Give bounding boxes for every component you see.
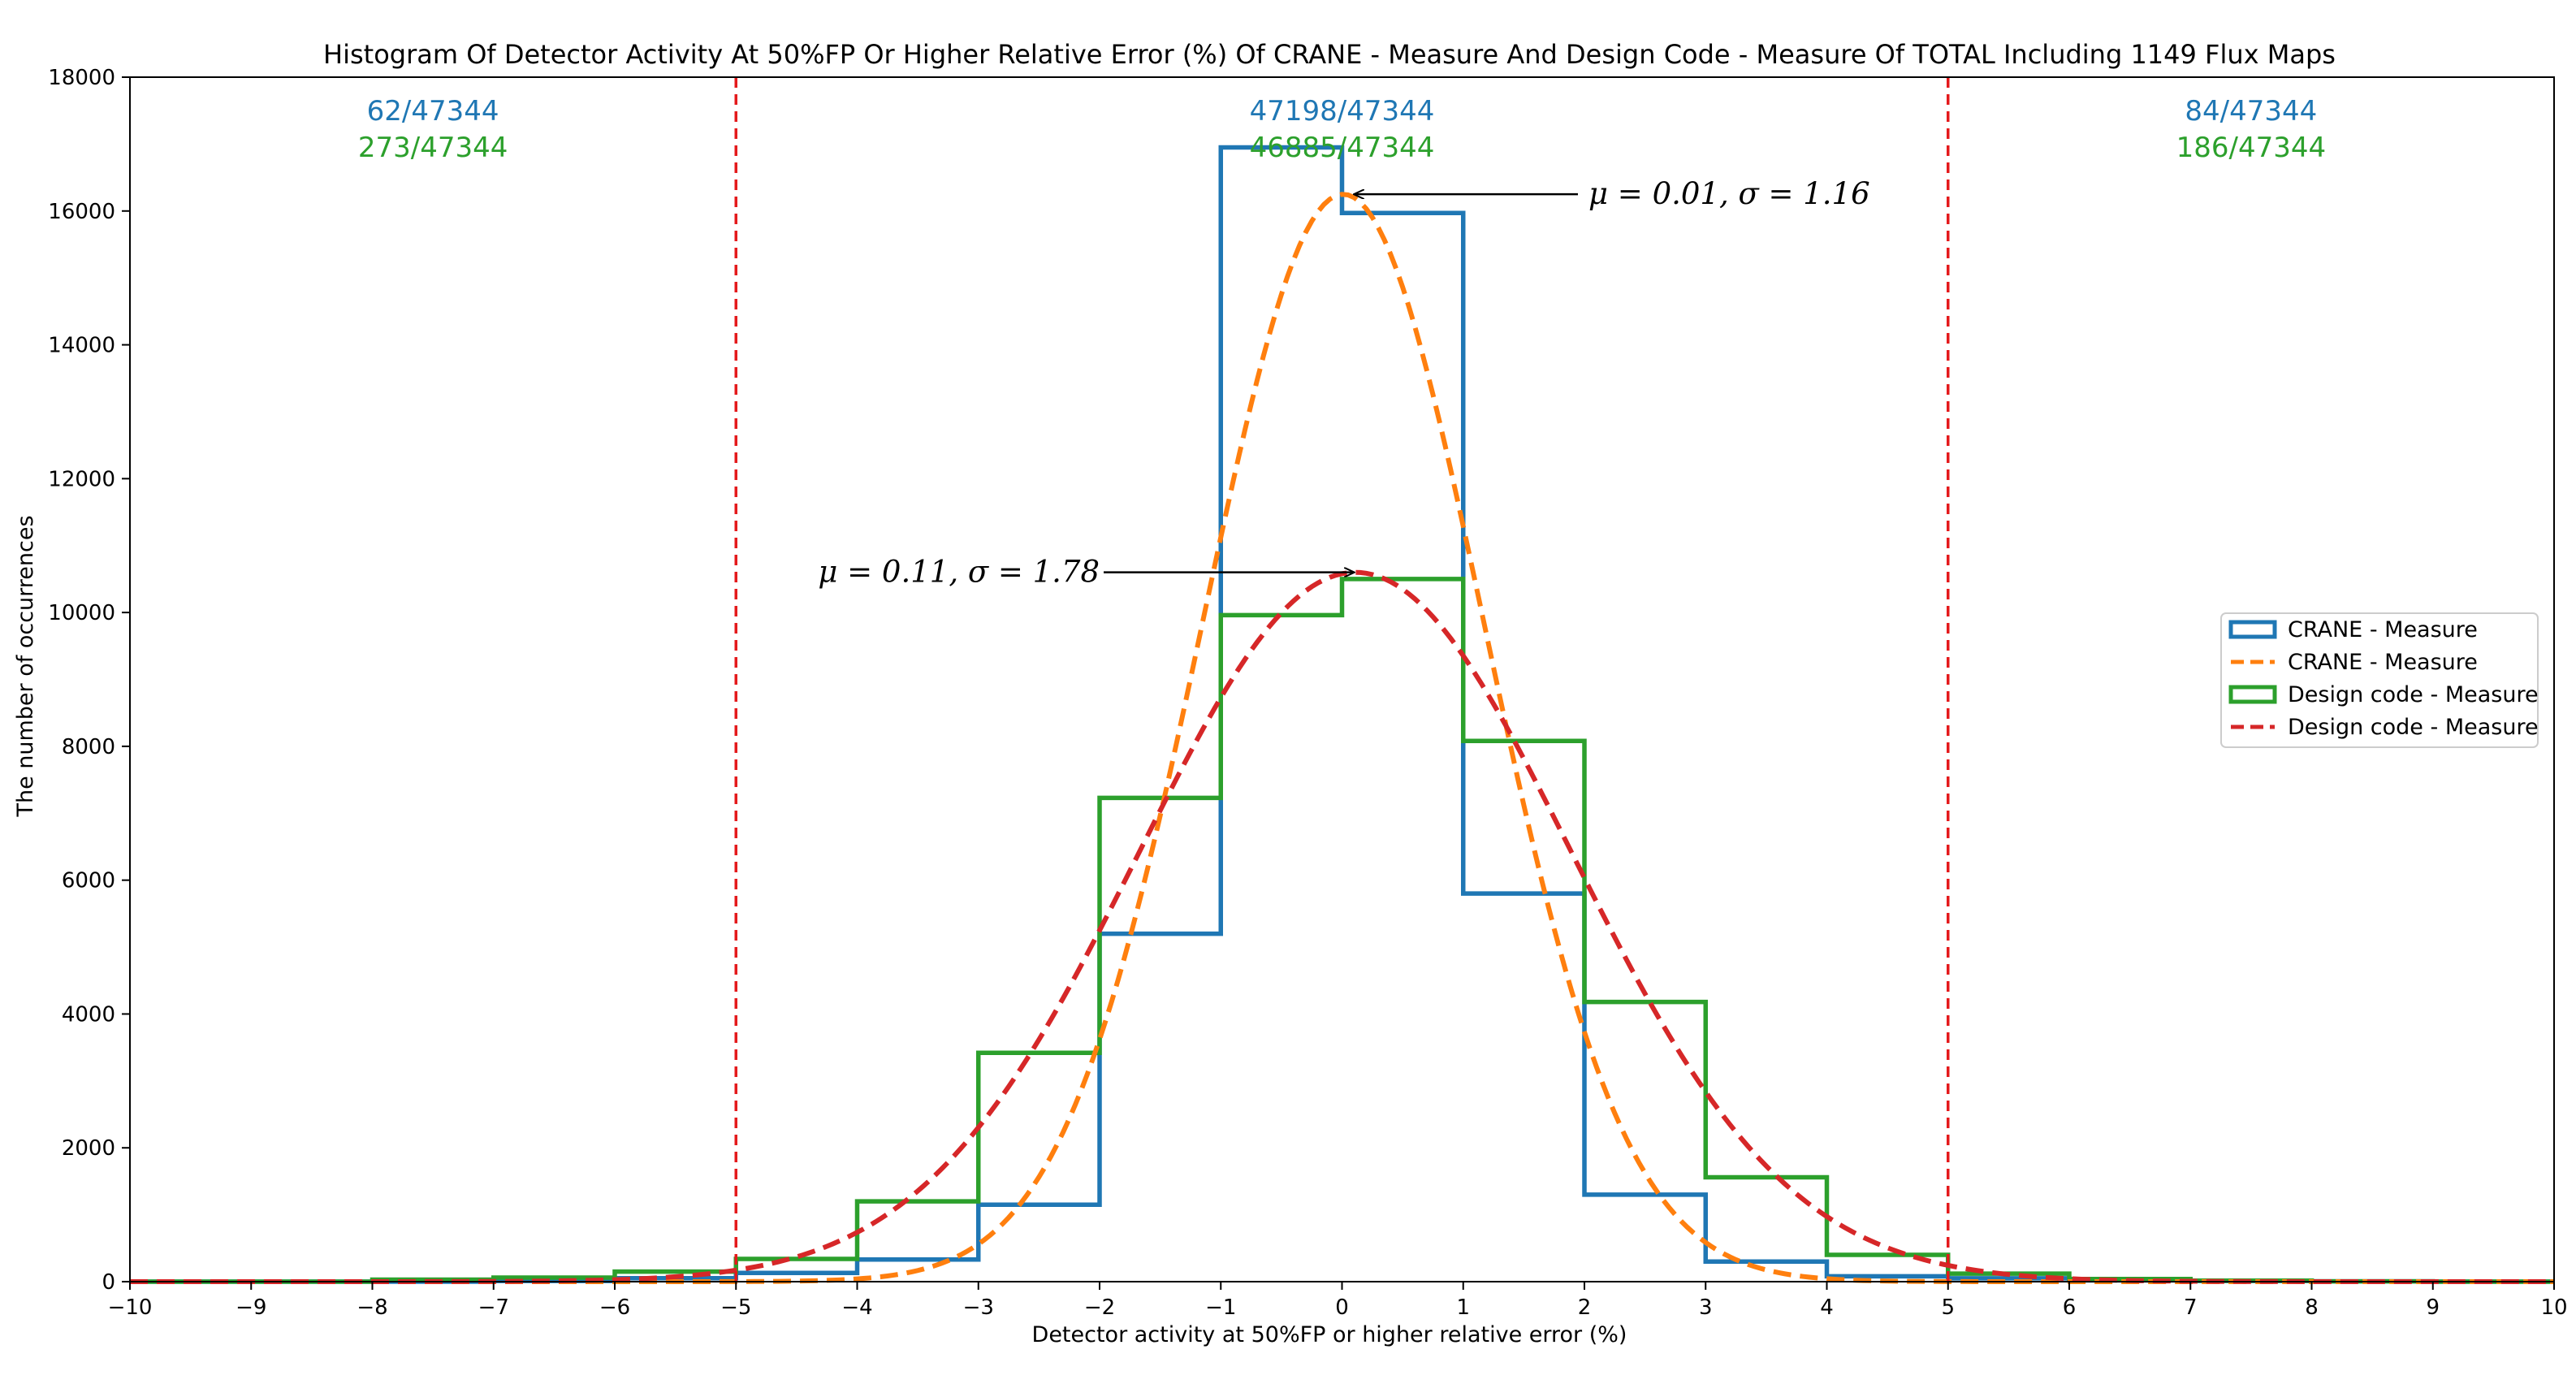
x-tick-label: −6 — [599, 1295, 630, 1320]
chart-title: Histogram Of Detector Activity At 50%FP … — [323, 39, 2336, 70]
x-tick-label: −7 — [478, 1295, 509, 1320]
x-tick-label: 9 — [2426, 1295, 2440, 1320]
histogram-bar — [1463, 741, 1584, 1282]
y-tick-label: 4000 — [62, 1002, 115, 1027]
x-tick-label: 4 — [1820, 1295, 1834, 1320]
x-axis-label: Detector activity at 50%FP or higher rel… — [1032, 1322, 1627, 1347]
histogram-bar — [1584, 1002, 1705, 1282]
y-axis-ticks: 0 2000 4000 6000 8000 10000 12000 14000 16000 180… — [48, 66, 130, 1295]
y-axis-label: The number of occurrences — [13, 515, 38, 817]
x-tick-label: −2 — [1084, 1295, 1115, 1320]
x-tick-label: 3 — [1699, 1295, 1713, 1320]
fit-annotation-1: μ = 0.11, σ = 1.78 — [818, 555, 1354, 590]
series-2-histogram — [130, 577, 2554, 1284]
y-tick-label: 6000 — [62, 869, 115, 893]
legend-label: CRANE - Measure — [2288, 617, 2478, 642]
histogram-bar — [1221, 615, 1342, 1282]
y-tick-label: 2000 — [62, 1136, 115, 1161]
x-tick-label: −1 — [1205, 1295, 1236, 1320]
histogram-bar — [1705, 1177, 1826, 1282]
legend-swatch — [2228, 620, 2277, 639]
plot-area: −10 −9 −8 −7 −6 −5 −4 −3 −2 −1 0 1 2 3 4 5 6 7 8 9 100200040… — [48, 66, 2567, 1320]
design-code-count: 186/47344 — [2176, 132, 2327, 164]
x-tick-label: −8 — [357, 1295, 387, 1320]
annotation-label: μ = 0.11, σ = 1.78 — [818, 555, 1100, 590]
x-tick-label: −9 — [236, 1295, 266, 1320]
legend-swatch — [2228, 685, 2277, 704]
histogram-bar — [1100, 798, 1221, 1282]
histogram-outline — [130, 577, 2554, 1284]
legend-box — [2220, 612, 2539, 748]
y-tick-label: 10000 — [48, 601, 115, 625]
x-tick-label: 10 — [2540, 1295, 2567, 1320]
x-tick-label: −4 — [841, 1295, 872, 1320]
y-tick-label: 12000 — [48, 467, 115, 491]
x-axis-ticks: −10 −9 −8 −7 −6 −5 −4 −3 −2 −1 0 1 2 3 4 5 6 7 8 9 10 — [108, 1282, 2568, 1320]
y-tick-label: 16000 — [48, 200, 115, 224]
region-count-center: 47198/47344 46885/47344 — [1250, 95, 1435, 164]
histogram-bar — [1342, 579, 1463, 1282]
region-count-right: 84/47344 186/47344 — [2176, 95, 2327, 164]
y-tick-label: 0 — [102, 1270, 115, 1295]
legend-label: Design code - Measure — [2288, 682, 2539, 707]
y-tick-label: 8000 — [62, 735, 115, 759]
design-code-count: 273/47344 — [358, 132, 508, 164]
legend-label: CRANE - Measure — [2288, 650, 2478, 675]
x-tick-label: 8 — [2305, 1295, 2319, 1320]
fit-annotation-0: μ = 0.01, σ = 1.16 — [1355, 176, 1870, 211]
legend: CRANE - Measure CRANE - Measure Design cod… — [2220, 612, 2539, 748]
annotation-label: μ = 0.01, σ = 1.16 — [1588, 176, 1870, 211]
x-tick-label: 7 — [2184, 1295, 2198, 1320]
crane-count: 62/47344 — [367, 95, 499, 128]
x-tick-label: 0 — [1335, 1295, 1349, 1320]
design-code-count: 46885/47344 — [1250, 132, 1435, 164]
x-tick-label: −5 — [720, 1295, 751, 1320]
x-tick-label: 6 — [2063, 1295, 2077, 1320]
y-tick-label: 14000 — [48, 334, 115, 358]
x-tick-label: 2 — [1578, 1295, 1592, 1320]
x-tick-label: −3 — [963, 1295, 994, 1320]
region-count-left: 62/47344 273/47344 — [358, 95, 508, 164]
crane-count: 47198/47344 — [1250, 95, 1435, 128]
x-tick-label: −10 — [108, 1295, 153, 1320]
crane-count: 84/47344 — [2185, 95, 2317, 128]
x-tick-label: 5 — [1941, 1295, 1955, 1320]
legend-label: Design code - Measure — [2288, 715, 2539, 740]
y-tick-label: 18000 — [48, 66, 115, 90]
x-tick-label: 1 — [1456, 1295, 1470, 1320]
